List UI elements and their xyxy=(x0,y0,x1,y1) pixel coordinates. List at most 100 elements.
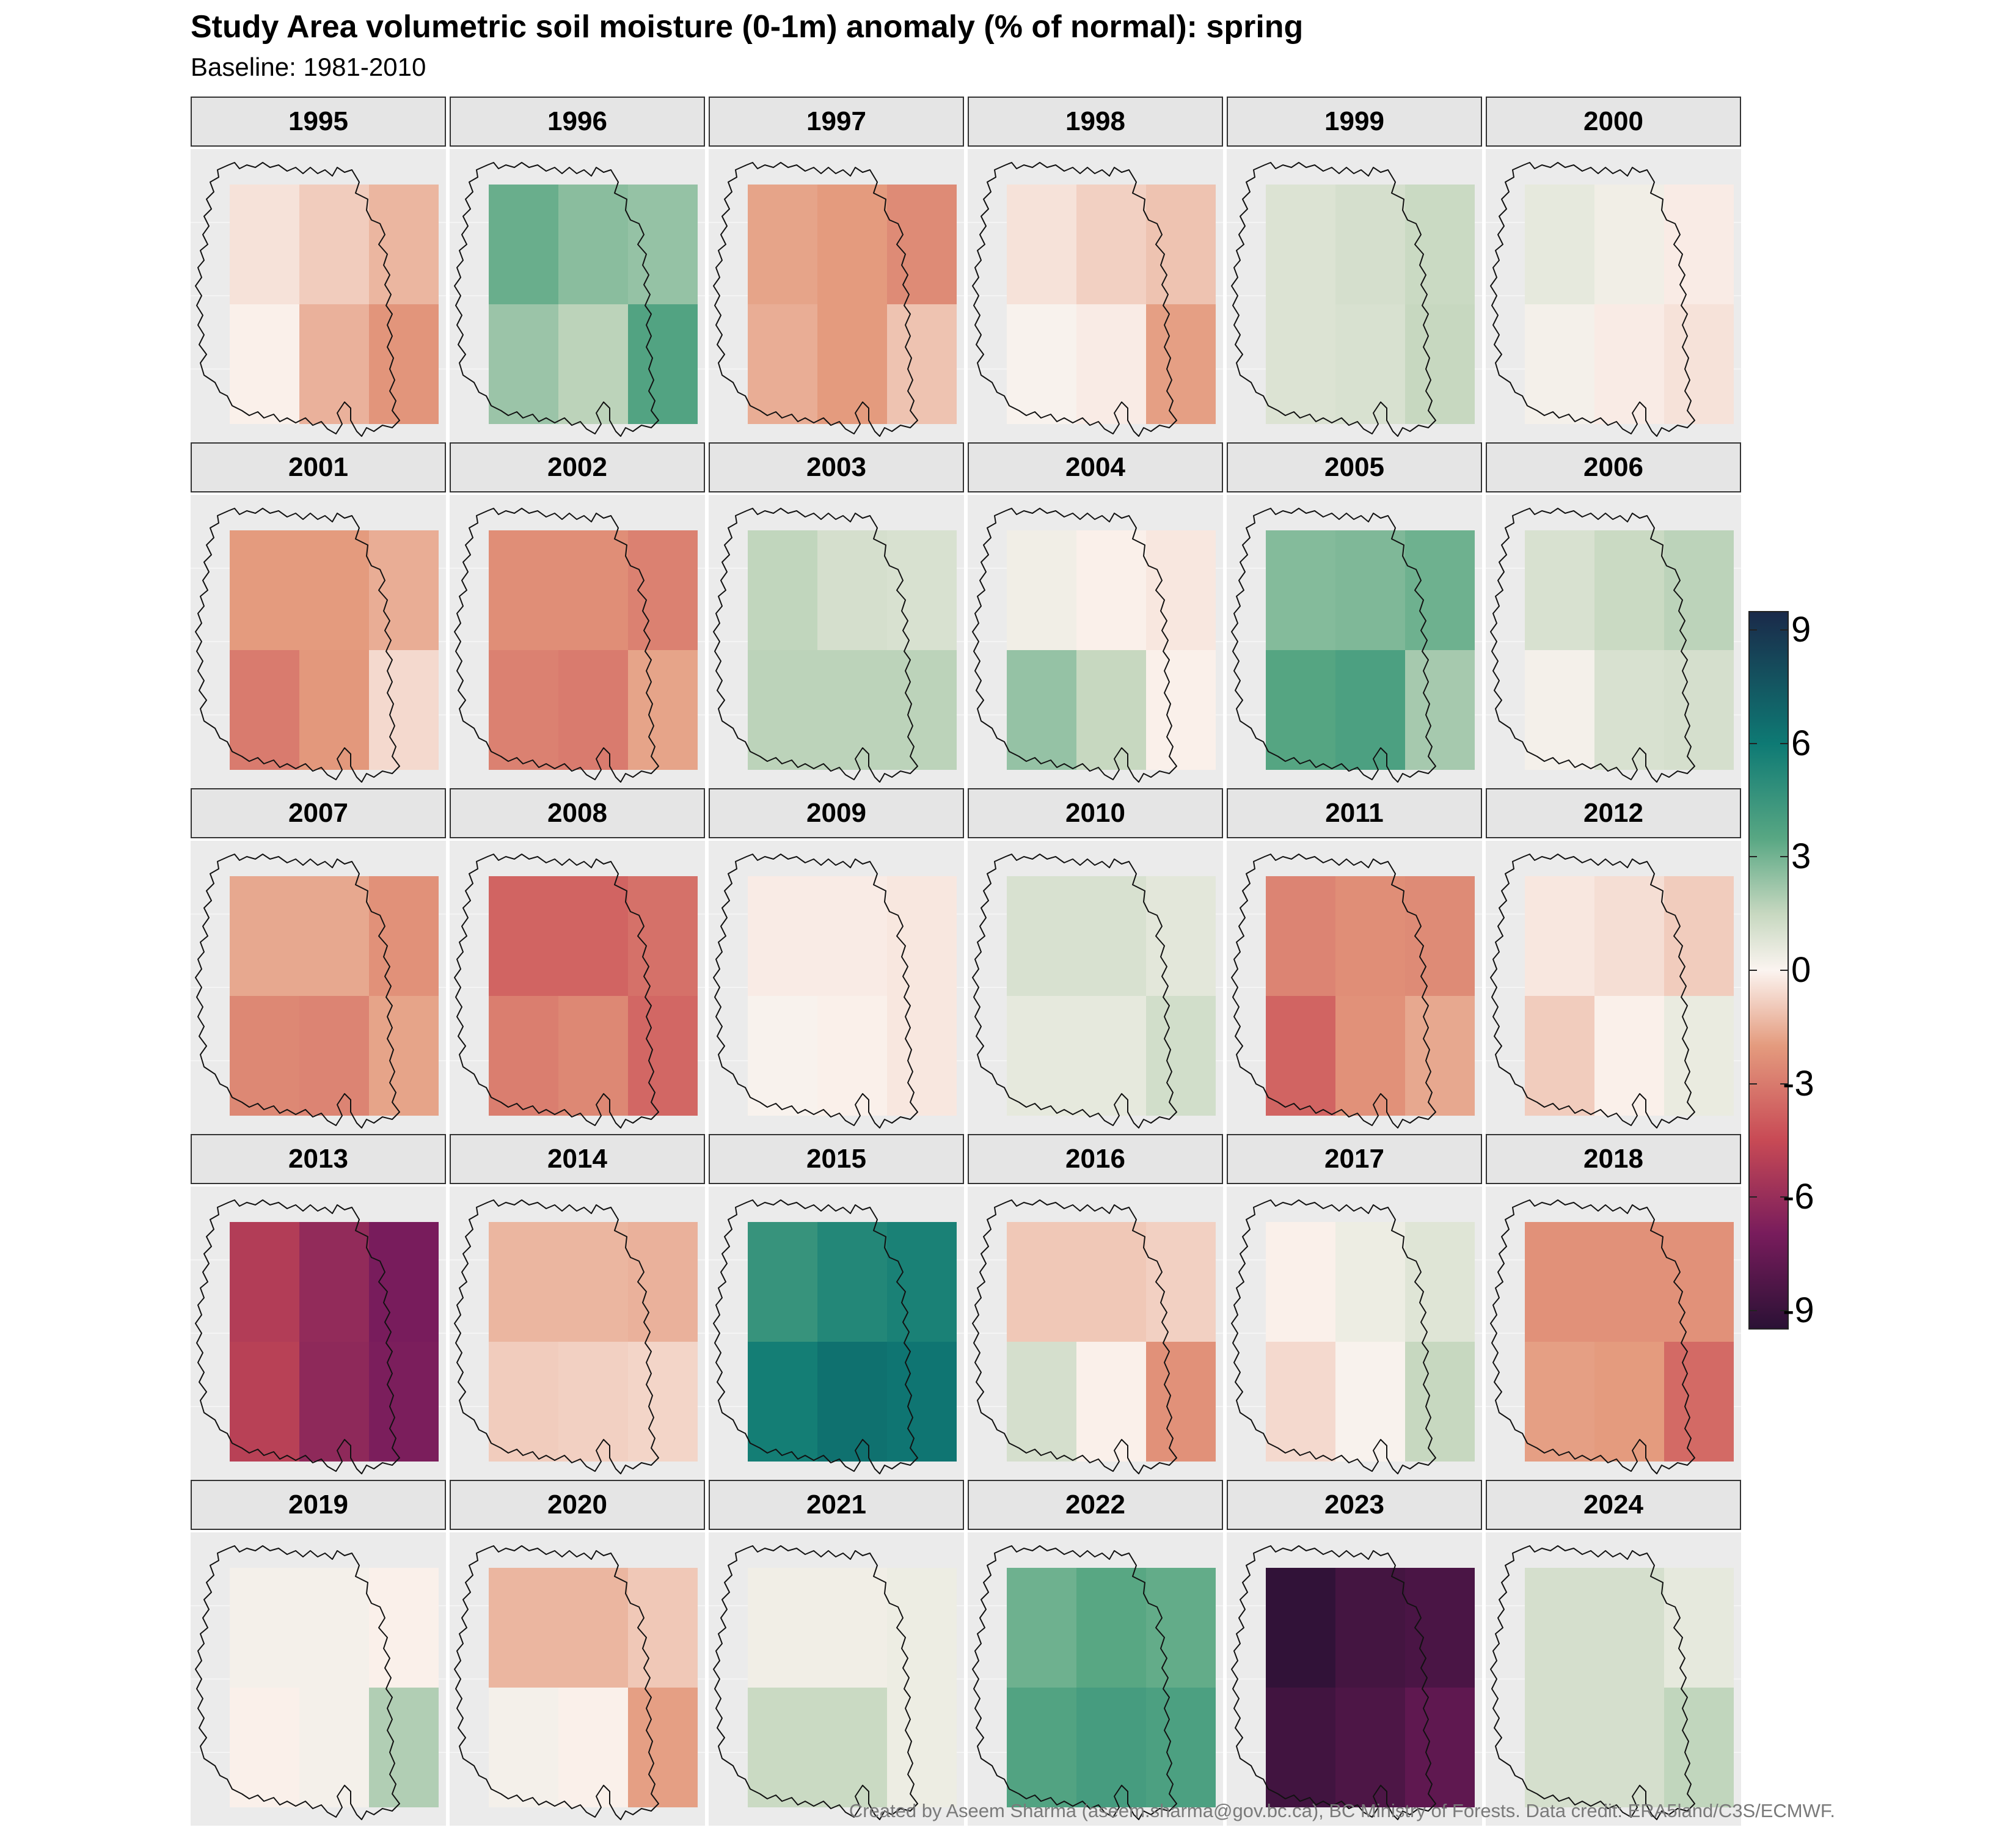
facet-strip-label: 2009 xyxy=(709,788,964,838)
facet-2015: 2015 xyxy=(709,1134,964,1480)
facet-strip-label: 2016 xyxy=(968,1134,1223,1184)
anomaly-cell xyxy=(1335,876,1405,996)
study-area-outline xyxy=(195,854,400,1129)
anomaly-cell xyxy=(1405,876,1475,996)
anomaly-cell xyxy=(369,650,439,770)
map-panel xyxy=(191,1532,446,1826)
anomaly-cell xyxy=(1076,650,1146,770)
map-panel xyxy=(709,149,964,442)
facet-2024: 2024 xyxy=(1486,1480,1741,1826)
facet-strip-label: 2017 xyxy=(1227,1134,1482,1184)
anomaly-cell xyxy=(299,530,369,650)
colorbar-tick xyxy=(1780,970,1788,971)
facet-2022: 2022 xyxy=(968,1480,1223,1826)
anomaly-cell xyxy=(1405,1222,1475,1342)
colorbar-tick xyxy=(1750,1083,1757,1085)
facet-strip-label: 2000 xyxy=(1486,97,1741,147)
study-area-outline xyxy=(1231,1545,1436,1820)
anomaly-cell xyxy=(887,996,957,1116)
anomaly-cell xyxy=(1664,1342,1734,1462)
facet-2003: 2003 xyxy=(709,442,964,788)
anomaly-cell xyxy=(1007,1688,1076,1807)
anomaly-cell xyxy=(748,304,817,424)
anomaly-cell xyxy=(1266,1222,1335,1342)
colorbar-tick xyxy=(1750,856,1757,858)
facet-strip-label: 2004 xyxy=(968,442,1223,492)
facet-2023: 2023 xyxy=(1227,1480,1482,1826)
colorbar-tick-label: -3 xyxy=(1783,1063,1814,1103)
anomaly-cell xyxy=(230,304,299,424)
anomaly-cell xyxy=(748,876,817,996)
anomaly-cell xyxy=(1664,876,1734,996)
anomaly-cell xyxy=(817,185,887,304)
study-area-outline xyxy=(1231,162,1436,437)
anomaly-cell xyxy=(628,1688,698,1807)
anomaly-cell xyxy=(489,996,558,1116)
anomaly-cell xyxy=(369,1688,439,1807)
facet-strip-label: 2013 xyxy=(191,1134,446,1184)
map-panel xyxy=(1486,1187,1741,1480)
anomaly-cell xyxy=(887,1342,957,1462)
anomaly-cell xyxy=(628,1222,698,1342)
colorbar-tick xyxy=(1780,1310,1788,1312)
study-area-outline xyxy=(713,1545,918,1820)
facet-2016: 2016 xyxy=(968,1134,1223,1480)
colorbar-tick xyxy=(1750,629,1757,631)
study-area-outline xyxy=(195,1545,400,1820)
anomaly-cell xyxy=(489,1688,558,1807)
study-area-outline xyxy=(972,508,1177,783)
map-svg xyxy=(450,1199,705,1474)
anomaly-cell xyxy=(748,1568,817,1688)
anomaly-cell xyxy=(628,304,698,424)
anomaly-cell xyxy=(299,876,369,996)
anomaly-cell xyxy=(558,650,628,770)
facet-strip-label: 2008 xyxy=(450,788,705,838)
chart-title: Study Area volumetric soil moisture (0-1… xyxy=(191,9,1304,45)
facet-2008: 2008 xyxy=(450,788,705,1134)
anomaly-cell xyxy=(748,185,817,304)
study-area-outline xyxy=(1231,508,1436,783)
anomaly-cell xyxy=(1007,876,1076,996)
map-panel xyxy=(1486,1532,1741,1826)
map-panel xyxy=(1227,1532,1482,1826)
map-svg xyxy=(450,508,705,783)
anomaly-cell xyxy=(1664,1688,1734,1807)
map-svg xyxy=(450,1545,705,1820)
map-panel xyxy=(450,149,705,442)
map-svg xyxy=(191,854,446,1129)
anomaly-cell xyxy=(748,1342,817,1462)
anomaly-cell xyxy=(558,1342,628,1462)
facet-2012: 2012 xyxy=(1486,788,1741,1134)
facet-strip-label: 1995 xyxy=(191,97,446,147)
anomaly-cell xyxy=(1146,1342,1216,1462)
facet-1997: 1997 xyxy=(709,97,964,442)
study-area-outline xyxy=(1490,162,1695,437)
anomaly-cell xyxy=(558,530,628,650)
facet-2010: 2010 xyxy=(968,788,1223,1134)
facet-strip-label: 2018 xyxy=(1486,1134,1741,1184)
anomaly-cell xyxy=(230,1688,299,1807)
anomaly-cell xyxy=(887,185,957,304)
facet-2007: 2007 xyxy=(191,788,446,1134)
facet-strip-label: 2010 xyxy=(968,788,1223,838)
anomaly-cell xyxy=(1007,650,1076,770)
anomaly-cell xyxy=(1525,1222,1594,1342)
anomaly-cell xyxy=(1146,650,1216,770)
study-area-outline xyxy=(972,1199,1177,1474)
anomaly-cell xyxy=(230,1568,299,1688)
map-panel xyxy=(709,495,964,788)
anomaly-cell xyxy=(1664,1222,1734,1342)
anomaly-cell xyxy=(748,1222,817,1342)
anomaly-cell xyxy=(299,996,369,1116)
facet-2014: 2014 xyxy=(450,1134,705,1480)
facet-2013: 2013 xyxy=(191,1134,446,1480)
facet-1995: 1995 xyxy=(191,97,446,442)
colorbar-tick-label: -6 xyxy=(1783,1177,1814,1217)
anomaly-cell xyxy=(1594,996,1664,1116)
map-panel xyxy=(450,1532,705,1826)
facet-strip-label: 1999 xyxy=(1227,97,1482,147)
map-svg xyxy=(1486,162,1741,437)
map-svg xyxy=(191,508,446,783)
anomaly-cell xyxy=(1525,530,1594,650)
